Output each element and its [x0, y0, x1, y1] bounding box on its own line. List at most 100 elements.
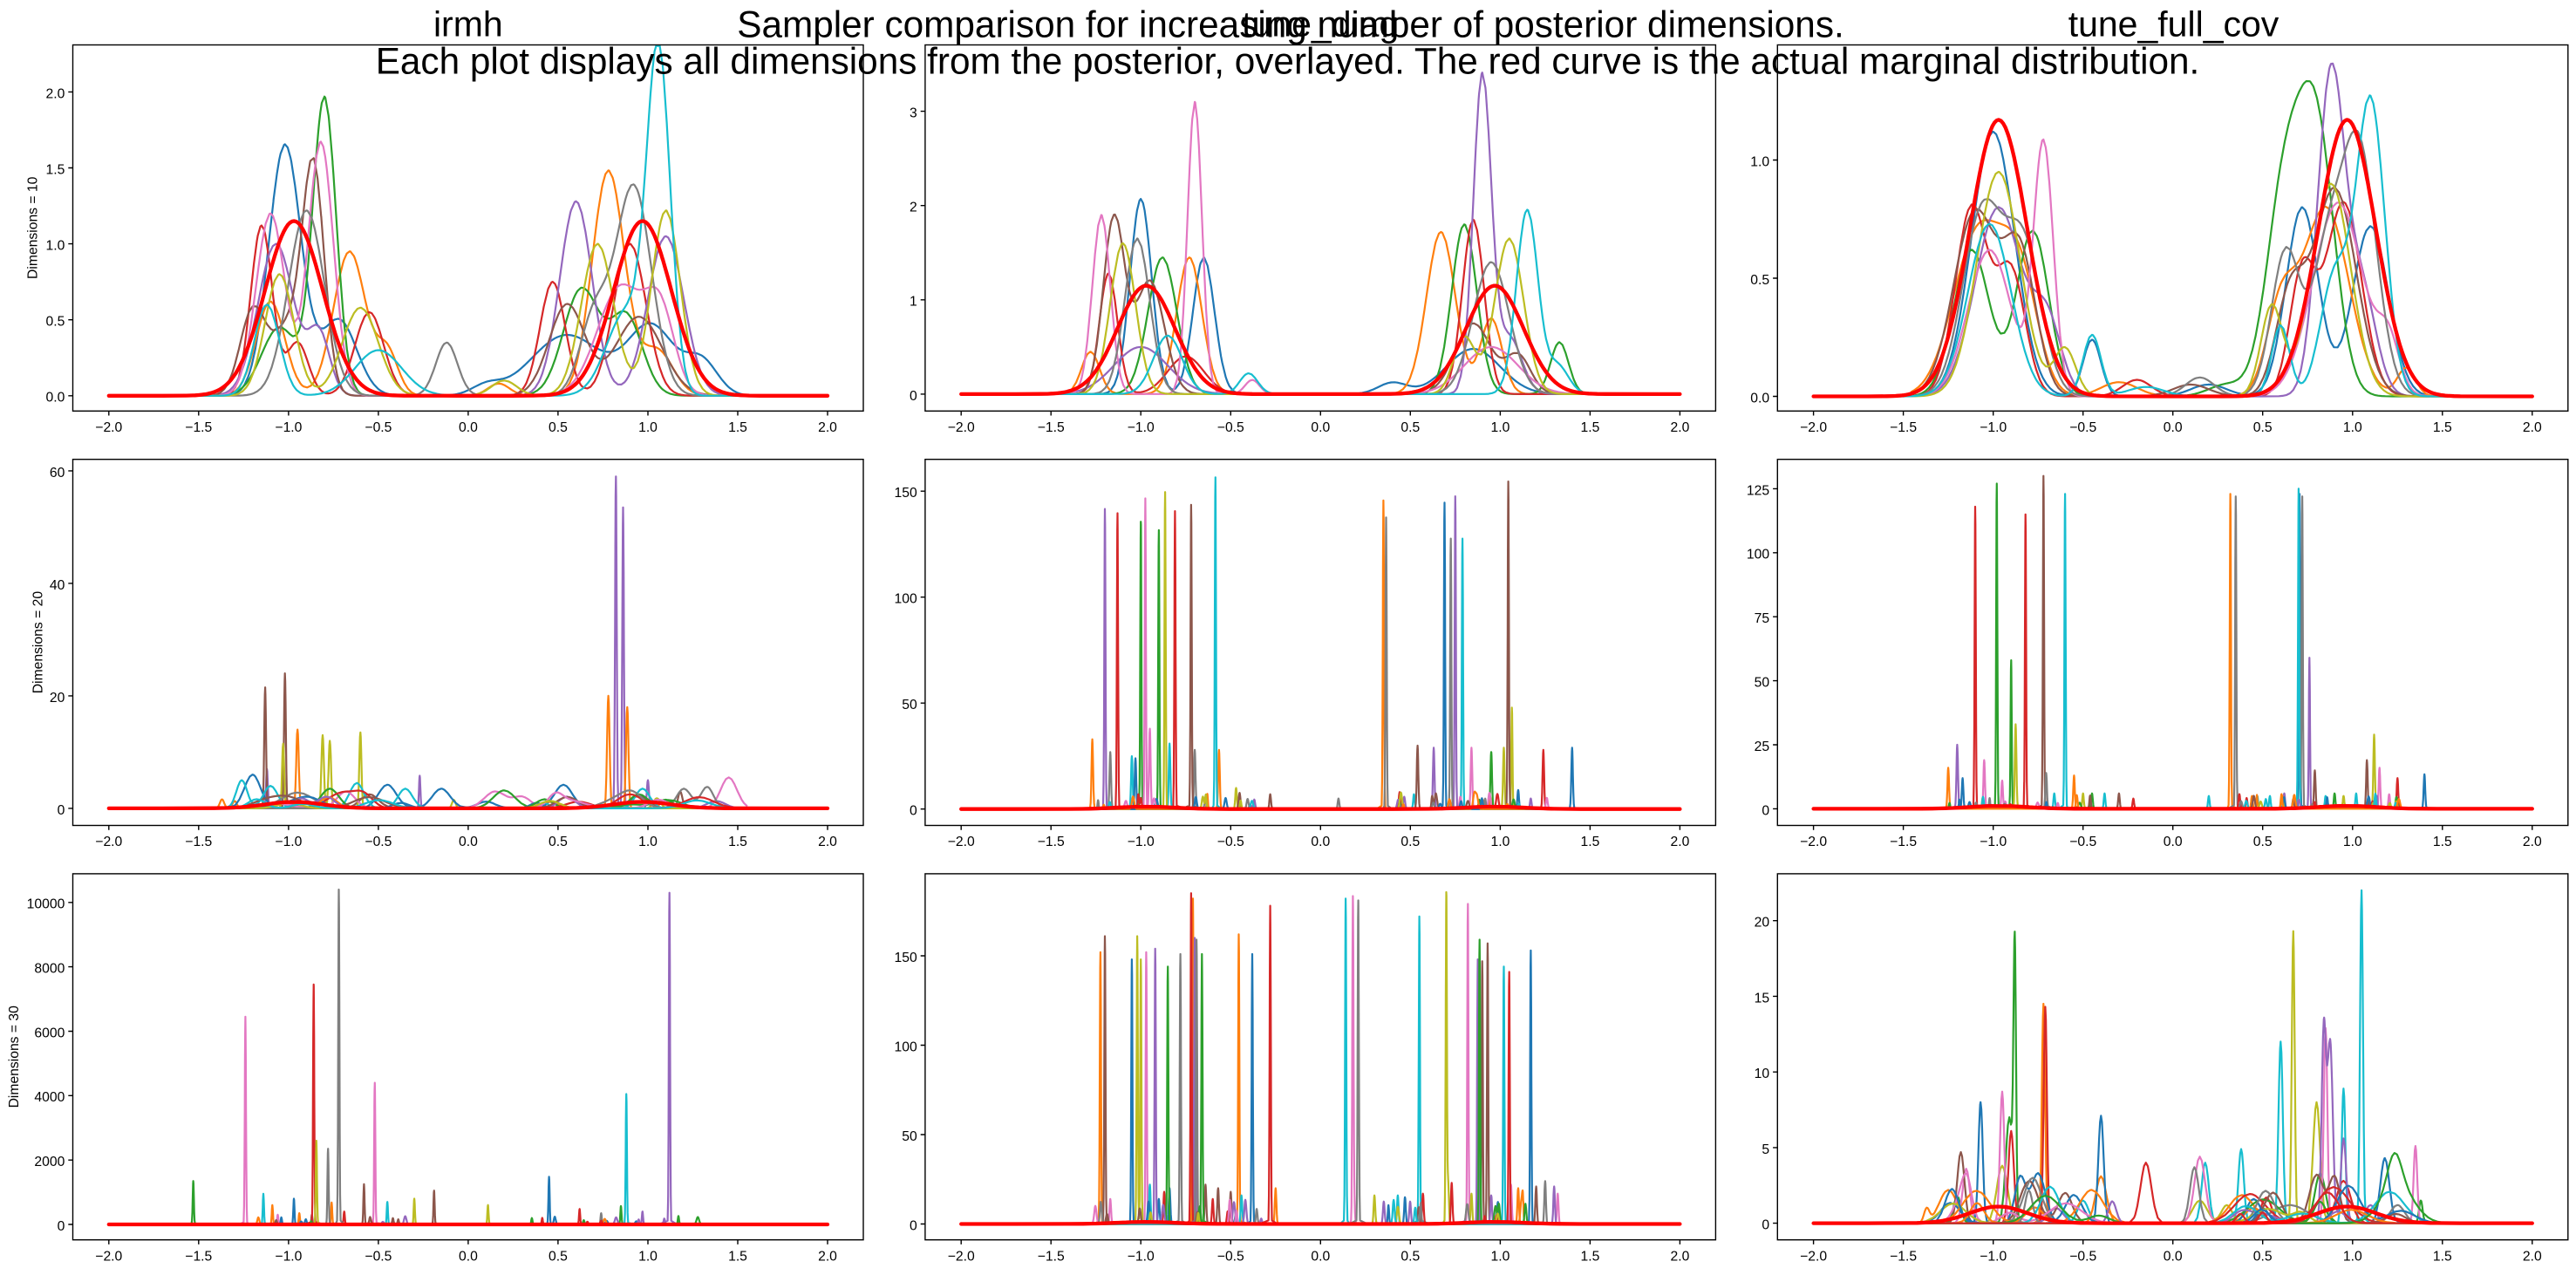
- svg-text:−0.5: −0.5: [2069, 420, 2096, 435]
- svg-text:0.5: 0.5: [2253, 835, 2273, 849]
- svg-text:5: 5: [1762, 1142, 1769, 1157]
- svg-text:1.5: 1.5: [1580, 420, 1599, 435]
- svg-text:1.5: 1.5: [728, 420, 747, 435]
- svg-text:−2.0: −2.0: [1800, 1249, 1827, 1264]
- svg-text:−1.0: −1.0: [275, 835, 302, 849]
- svg-text:0.0: 0.0: [45, 391, 65, 406]
- svg-text:2.0: 2.0: [2523, 1249, 2542, 1264]
- svg-text:0.5: 0.5: [1400, 835, 1420, 849]
- svg-text:1.0: 1.0: [2343, 420, 2362, 435]
- svg-text:−1.0: −1.0: [1128, 835, 1155, 849]
- svg-text:−1.0: −1.0: [1980, 835, 2007, 849]
- svg-text:0: 0: [910, 804, 917, 819]
- svg-text:0.0: 0.0: [1311, 835, 1330, 849]
- svg-text:0.5: 0.5: [1750, 273, 1769, 288]
- svg-text:150: 150: [895, 951, 917, 965]
- svg-text:8000: 8000: [34, 962, 65, 977]
- svg-text:−0.5: −0.5: [365, 1249, 392, 1264]
- svg-text:40: 40: [50, 578, 65, 593]
- svg-text:150: 150: [895, 486, 917, 501]
- svg-text:0.5: 0.5: [2253, 1249, 2273, 1264]
- svg-text:−2.0: −2.0: [1800, 420, 1827, 435]
- svg-text:irmh: irmh: [433, 4, 503, 44]
- svg-text:0.0: 0.0: [459, 420, 478, 435]
- svg-text:2.0: 2.0: [1670, 835, 1689, 849]
- svg-text:0.0: 0.0: [459, 1249, 478, 1264]
- svg-text:0.0: 0.0: [1311, 1249, 1330, 1264]
- svg-text:1.0: 1.0: [1490, 835, 1509, 849]
- svg-text:0.0: 0.0: [2164, 420, 2183, 435]
- svg-text:2.0: 2.0: [2523, 835, 2542, 849]
- svg-text:3: 3: [910, 106, 917, 121]
- svg-text:−1.5: −1.5: [185, 1249, 212, 1264]
- svg-text:0.5: 0.5: [549, 1249, 568, 1264]
- svg-text:1.0: 1.0: [638, 420, 658, 435]
- svg-text:0: 0: [1762, 1218, 1769, 1233]
- svg-text:0: 0: [910, 1218, 917, 1233]
- svg-text:Each plot displays all dimensi: Each plot displays all dimensions from t…: [376, 41, 2200, 82]
- svg-text:−1.5: −1.5: [1038, 835, 1065, 849]
- svg-text:−2.0: −2.0: [1800, 835, 1827, 849]
- svg-text:75: 75: [1755, 611, 1770, 626]
- svg-text:tune_diag: tune_diag: [1242, 4, 1399, 44]
- svg-text:−2.0: −2.0: [95, 420, 122, 435]
- svg-text:50: 50: [902, 1129, 917, 1144]
- svg-text:125: 125: [1747, 483, 1769, 498]
- svg-text:20: 20: [1755, 916, 1770, 931]
- svg-text:4000: 4000: [34, 1090, 65, 1105]
- svg-text:−0.5: −0.5: [1217, 420, 1244, 435]
- svg-text:−2.0: −2.0: [948, 1249, 975, 1264]
- svg-text:−0.5: −0.5: [365, 420, 392, 435]
- svg-text:2.0: 2.0: [45, 86, 65, 101]
- svg-text:−1.0: −1.0: [1980, 420, 2007, 435]
- svg-text:1.0: 1.0: [638, 1249, 658, 1264]
- svg-text:2.0: 2.0: [818, 420, 837, 435]
- svg-text:25: 25: [1755, 740, 1770, 754]
- svg-text:60: 60: [50, 466, 65, 481]
- svg-text:1.5: 1.5: [2433, 1249, 2452, 1264]
- svg-text:−1.0: −1.0: [1980, 1249, 2007, 1264]
- svg-text:−1.5: −1.5: [1890, 420, 1917, 435]
- svg-text:1.5: 1.5: [2433, 420, 2452, 435]
- svg-text:−1.5: −1.5: [1038, 1249, 1065, 1264]
- svg-text:1.5: 1.5: [45, 162, 65, 177]
- svg-text:1.5: 1.5: [1580, 835, 1599, 849]
- svg-text:100: 100: [895, 592, 917, 607]
- svg-text:−1.5: −1.5: [1890, 835, 1917, 849]
- svg-text:1.0: 1.0: [638, 835, 658, 849]
- svg-text:1.0: 1.0: [45, 239, 65, 254]
- svg-text:1.0: 1.0: [1490, 1249, 1509, 1264]
- svg-text:1.5: 1.5: [2433, 835, 2452, 849]
- svg-text:−1.0: −1.0: [1128, 420, 1155, 435]
- svg-text:0.5: 0.5: [1400, 1249, 1420, 1264]
- svg-text:−0.5: −0.5: [2069, 1249, 2096, 1264]
- svg-text:0: 0: [1762, 803, 1769, 818]
- svg-text:1.0: 1.0: [2343, 835, 2362, 849]
- svg-text:0: 0: [58, 1219, 65, 1234]
- svg-text:0.5: 0.5: [549, 835, 568, 849]
- svg-text:−1.5: −1.5: [1038, 420, 1065, 435]
- svg-text:2000: 2000: [34, 1155, 65, 1169]
- svg-text:2.0: 2.0: [818, 1249, 837, 1264]
- svg-text:2.0: 2.0: [818, 835, 837, 849]
- svg-text:1.5: 1.5: [728, 1249, 747, 1264]
- svg-text:−2.0: −2.0: [95, 835, 122, 849]
- svg-text:0.0: 0.0: [459, 835, 478, 849]
- svg-text:2.0: 2.0: [1670, 420, 1689, 435]
- svg-text:tune_full_cov: tune_full_cov: [2068, 4, 2280, 44]
- svg-text:1.0: 1.0: [1750, 154, 1769, 169]
- svg-text:−1.0: −1.0: [1128, 1249, 1155, 1264]
- svg-text:15: 15: [1755, 991, 1770, 1006]
- svg-text:1.0: 1.0: [2343, 1249, 2362, 1264]
- svg-text:−0.5: −0.5: [1217, 1249, 1244, 1264]
- svg-text:6000: 6000: [34, 1026, 65, 1040]
- svg-text:0: 0: [910, 389, 917, 404]
- svg-text:0.0: 0.0: [2164, 1249, 2183, 1264]
- svg-text:−0.5: −0.5: [1217, 835, 1244, 849]
- svg-text:0.0: 0.0: [2164, 835, 2183, 849]
- svg-text:Dimensions = 20: Dimensions = 20: [31, 591, 46, 694]
- svg-text:−2.0: −2.0: [948, 420, 975, 435]
- svg-text:1.5: 1.5: [1580, 1249, 1599, 1264]
- svg-text:20: 20: [50, 691, 65, 706]
- svg-text:Sampler comparison for increas: Sampler comparison for increasing number…: [737, 3, 1844, 44]
